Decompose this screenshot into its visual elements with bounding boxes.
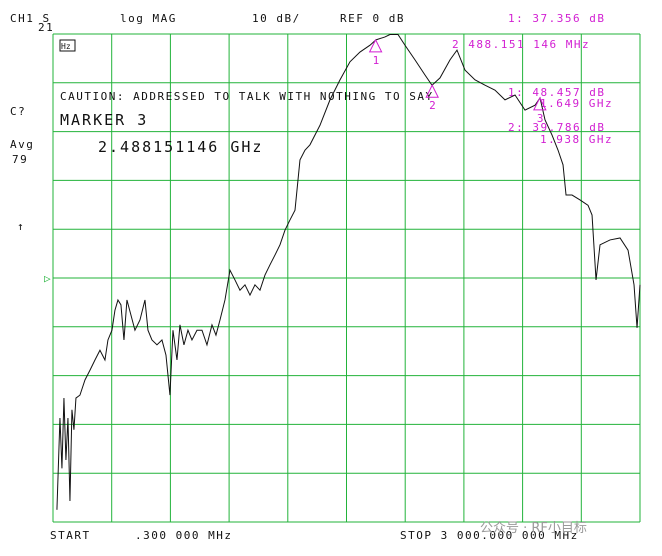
channel: CH1 S bbox=[10, 12, 51, 25]
ref-pointer: ▷ bbox=[44, 272, 52, 285]
stop: STOP 3 000.000 000 MHz bbox=[400, 529, 579, 542]
marker-readout: 1.938 GHz bbox=[540, 133, 613, 146]
avg-count: 79 bbox=[12, 153, 28, 166]
grid bbox=[52, 33, 641, 523]
marker bbox=[368, 38, 383, 53]
status: C? bbox=[10, 105, 26, 118]
arrow: ↑ bbox=[17, 220, 25, 233]
marker-freq: 2.488151146 GHz bbox=[98, 138, 263, 156]
start-freq: .300 000 MHz bbox=[135, 529, 232, 542]
format: log MAG bbox=[120, 12, 177, 25]
scale: 10 dB/ bbox=[252, 12, 301, 25]
reference: REF 0 dB bbox=[340, 12, 405, 25]
channel-sub: 21 bbox=[38, 21, 54, 34]
marker-label: 2 bbox=[429, 99, 437, 112]
hz-icon: Hz bbox=[61, 42, 71, 51]
caution: CAUTION: ADDRESSED TO TALK WITH NOTHING … bbox=[60, 90, 434, 103]
start: START bbox=[50, 529, 91, 542]
marker-label: 3 bbox=[537, 112, 545, 125]
marker-readout: 1: 37.356 dB bbox=[508, 12, 605, 25]
marker-title: MARKER 3 bbox=[60, 111, 148, 129]
marker-label: 1 bbox=[373, 54, 381, 67]
marker bbox=[533, 96, 547, 111]
avg: Avg bbox=[10, 138, 34, 151]
marker-readout: 2: 39.786 dB bbox=[508, 121, 605, 134]
hz-icon-frame bbox=[59, 39, 76, 52]
marker-readout: 2 488.151 146 MHz bbox=[452, 38, 590, 51]
marker-readout: 1: 48.457 dB bbox=[508, 86, 605, 99]
marker bbox=[425, 84, 439, 98]
marker-readout: 1.649 GHz bbox=[540, 97, 613, 110]
watermark: 公众号 · RF小目标 bbox=[480, 521, 587, 536]
